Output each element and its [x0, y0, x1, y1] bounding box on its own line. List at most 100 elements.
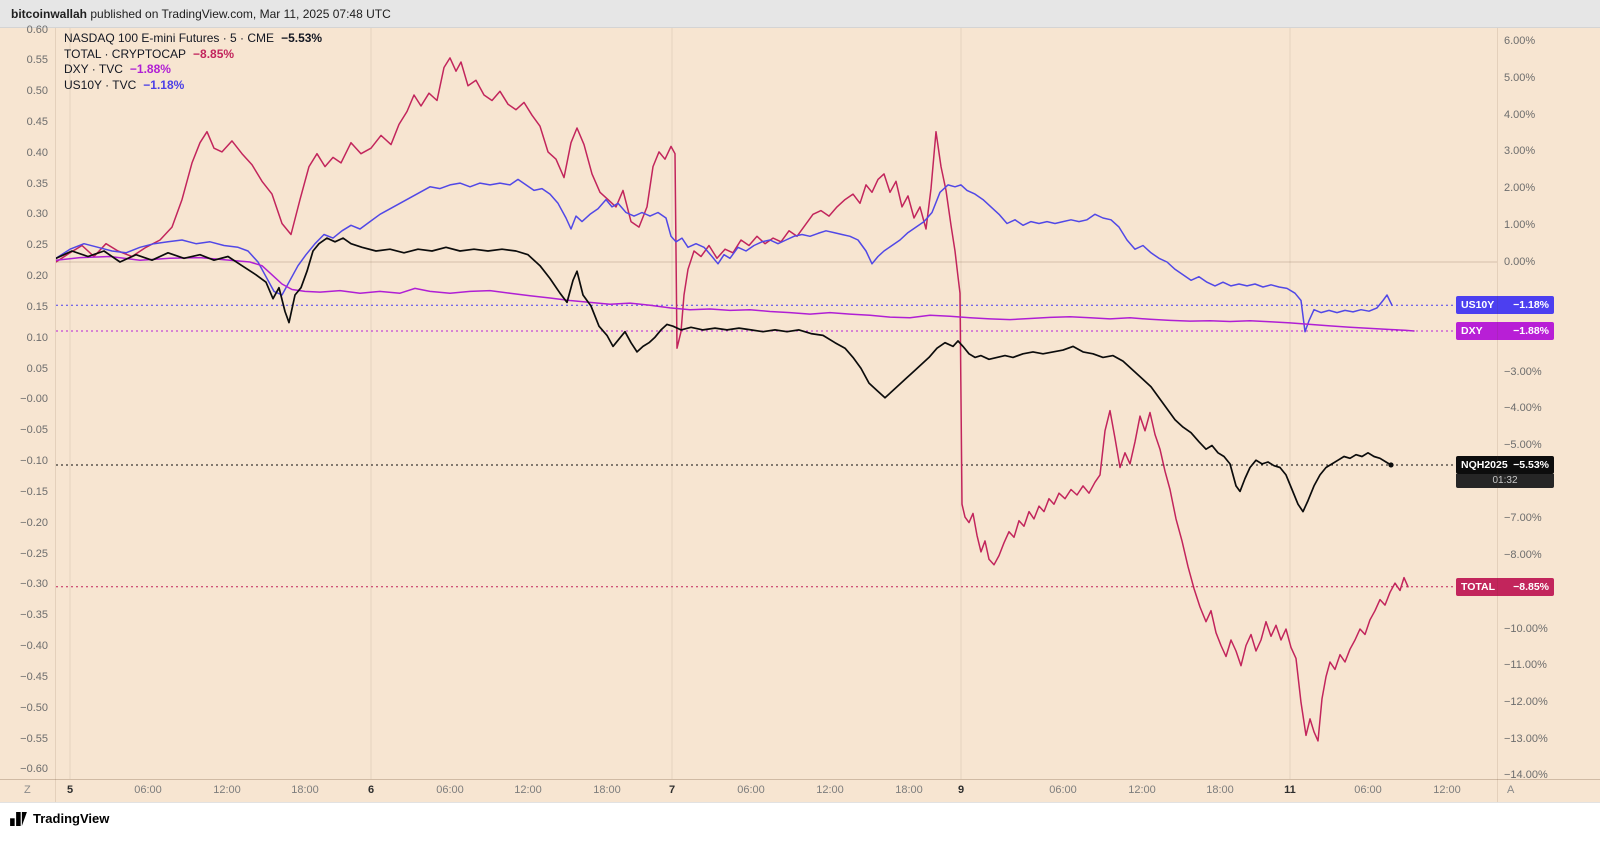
left-scale-label: −0.60	[20, 763, 48, 776]
time-tick-day: 5	[66, 784, 74, 796]
legend-row[interactable]: TOTAL · CRYPTOCAP −8.85%	[64, 47, 322, 63]
price-label-nqh2025[interactable]: NQH2025 −5.53%	[1456, 455, 1554, 474]
time-tick-hour: 18:00	[895, 784, 923, 796]
left-scale-label: 0.05	[26, 362, 48, 375]
time-tick-hour: 12:00	[1433, 784, 1461, 796]
right-scale-label: −7.00%	[1504, 512, 1542, 525]
time-tick-hour: 06:00	[436, 784, 464, 796]
right-scale-label: 3.00%	[1504, 145, 1536, 158]
time-tick-hour: 18:00	[593, 784, 621, 796]
right-scale-label: −10.00%	[1504, 622, 1548, 635]
time-scale[interactable]: Z A 5 06:00 12:00 18:00 6 06:00 12:00 18:00 7 06:…	[0, 779, 1600, 802]
left-scale-label: 0.10	[26, 331, 48, 344]
price-label-symbol: TOTAL	[1461, 580, 1496, 593]
left-scale-separator	[55, 28, 56, 802]
right-scale-label: −4.00%	[1504, 402, 1542, 415]
price-label-dxy[interactable]: DXY −1.88%	[1456, 321, 1554, 340]
time-tick-hour: 06:00	[134, 784, 162, 796]
legend-change-value: −1.88%	[129, 62, 171, 76]
left-scale-label: 0.60	[26, 23, 48, 36]
time-tick-hour: 12:00	[213, 784, 241, 796]
time-tick-hour: 18:00	[291, 784, 319, 796]
time-tick-day: 11	[1284, 784, 1296, 796]
right-scale-label: −3.00%	[1504, 365, 1542, 378]
left-scale-label: 0.45	[26, 115, 48, 128]
right-scale-label: 6.00%	[1504, 35, 1536, 48]
footer-bar: TradingView	[0, 802, 1600, 850]
left-scale-label: 0.25	[26, 239, 48, 252]
right-scale-label: 0.00%	[1504, 255, 1536, 268]
time-tick-hour: 12:00	[514, 784, 542, 796]
time-tick-day: 7	[668, 784, 676, 796]
legend-symbol-title: TOTAL · CRYPTOCAP	[64, 46, 187, 61]
tradingview-logo-mark	[10, 811, 27, 826]
right-scale-label: −12.00%	[1504, 695, 1548, 708]
price-label-symbol: US10Y	[1461, 299, 1495, 312]
price-label-us10y[interactable]: US10Y −1.18%	[1456, 296, 1554, 315]
legend-row[interactable]: US10Y · TVC −1.18%	[64, 78, 322, 94]
right-scale-label: 1.00%	[1504, 218, 1536, 231]
left-scale-label: −0.30	[20, 578, 48, 591]
left-price-scale[interactable]: 0.60 0.55 0.50 0.45 0.40 0.35 0.30 0.25 0.20 0.15…	[0, 24, 56, 779]
legend-row[interactable]: NASDAQ 100 E-mini Futures · 5 · CME −5.53…	[64, 31, 322, 47]
legend-symbol-title: NASDAQ 100 E-mini Futures · 5 · CME	[64, 31, 275, 45]
left-scale-label: 0.30	[26, 208, 48, 221]
right-scale-label: −13.00%	[1504, 732, 1548, 745]
price-chart-svg[interactable]	[56, 28, 1497, 779]
autoscale-button[interactable]: A	[1507, 784, 1515, 796]
attribution-username: bitcoinwallah	[11, 6, 88, 21]
left-scale-label: −0.25	[20, 547, 48, 560]
right-scale-label: −8.00%	[1504, 549, 1542, 562]
time-tick-hour: 06:00	[737, 784, 765, 796]
price-label-total[interactable]: TOTAL −8.85%	[1456, 577, 1554, 596]
price-label-value: −1.18%	[1513, 299, 1549, 312]
legend-change-value: −5.53%	[281, 31, 323, 45]
left-scale-label: −0.00	[20, 393, 48, 406]
left-scale-label: 0.35	[26, 177, 48, 190]
time-tick-hour: 12:00	[1128, 784, 1156, 796]
time-tick-day: 9	[957, 784, 965, 796]
left-scale-label: −0.15	[20, 485, 48, 498]
price-label-value: −8.85%	[1513, 580, 1549, 593]
tradingview-logo[interactable]: TradingView	[10, 811, 109, 826]
legend-row[interactable]: DXY · TVC −1.88%	[64, 62, 322, 78]
right-scale-separator	[1497, 28, 1498, 802]
left-scale-label: −0.40	[20, 640, 48, 653]
right-scale-label: −11.00%	[1504, 659, 1547, 672]
attribution-text: published on TradingView.com, Mar 11, 20…	[87, 6, 391, 21]
timezone-button[interactable]: Z	[24, 784, 31, 796]
right-scale-label: 2.00%	[1504, 182, 1536, 195]
legend-change-value: −8.85%	[193, 46, 235, 61]
time-tick-day: 6	[367, 784, 375, 796]
legend-symbol-title: US10Y · TVC	[64, 77, 137, 92]
price-label-value: −5.53%	[1513, 458, 1549, 471]
price-label-symbol: NQH2025	[1461, 458, 1508, 471]
right-scale-label: −5.00%	[1504, 439, 1542, 451]
series-nqh2025-last-dot	[1388, 462, 1394, 468]
chart-pane[interactable]: 0.60 0.55 0.50 0.45 0.40 0.35 0.30 0.25 0.20 0.15…	[0, 24, 1600, 781]
left-scale-label: −0.45	[20, 670, 48, 683]
left-scale-label: 0.15	[26, 300, 48, 313]
attribution-bar: bitcoinwallah published on TradingView.c…	[0, 0, 1600, 28]
legend-symbol-title: DXY · TVC	[64, 62, 123, 76]
legend: NASDAQ 100 E-mini Futures · 5 · CME −5.53…	[64, 31, 322, 93]
left-scale-label: −0.10	[20, 455, 48, 468]
left-scale-label: −0.05	[20, 424, 48, 437]
left-scale-label: −0.55	[20, 732, 48, 745]
price-label-value: −1.88%	[1513, 324, 1549, 337]
series-us10y-line[interactable]	[56, 178, 1393, 333]
right-scale-label: 4.00%	[1504, 108, 1536, 121]
left-scale-label: −0.35	[20, 609, 48, 622]
time-tick-hour: 06:00	[1049, 784, 1077, 796]
left-scale-label: 0.55	[26, 54, 48, 67]
time-tick-hour: 12:00	[816, 784, 844, 796]
series-nqh2025-line[interactable]	[56, 237, 1392, 513]
time-tick-hour: 18:00	[1206, 784, 1234, 796]
right-scale-label: 5.00%	[1504, 72, 1536, 84]
time-tick-hour: 06:00	[1354, 784, 1382, 796]
left-scale-label: 0.40	[26, 146, 48, 159]
series-dxy-line[interactable]	[56, 255, 1415, 332]
left-scale-label: 0.20	[26, 270, 48, 283]
series-total-line[interactable]	[56, 57, 1409, 742]
